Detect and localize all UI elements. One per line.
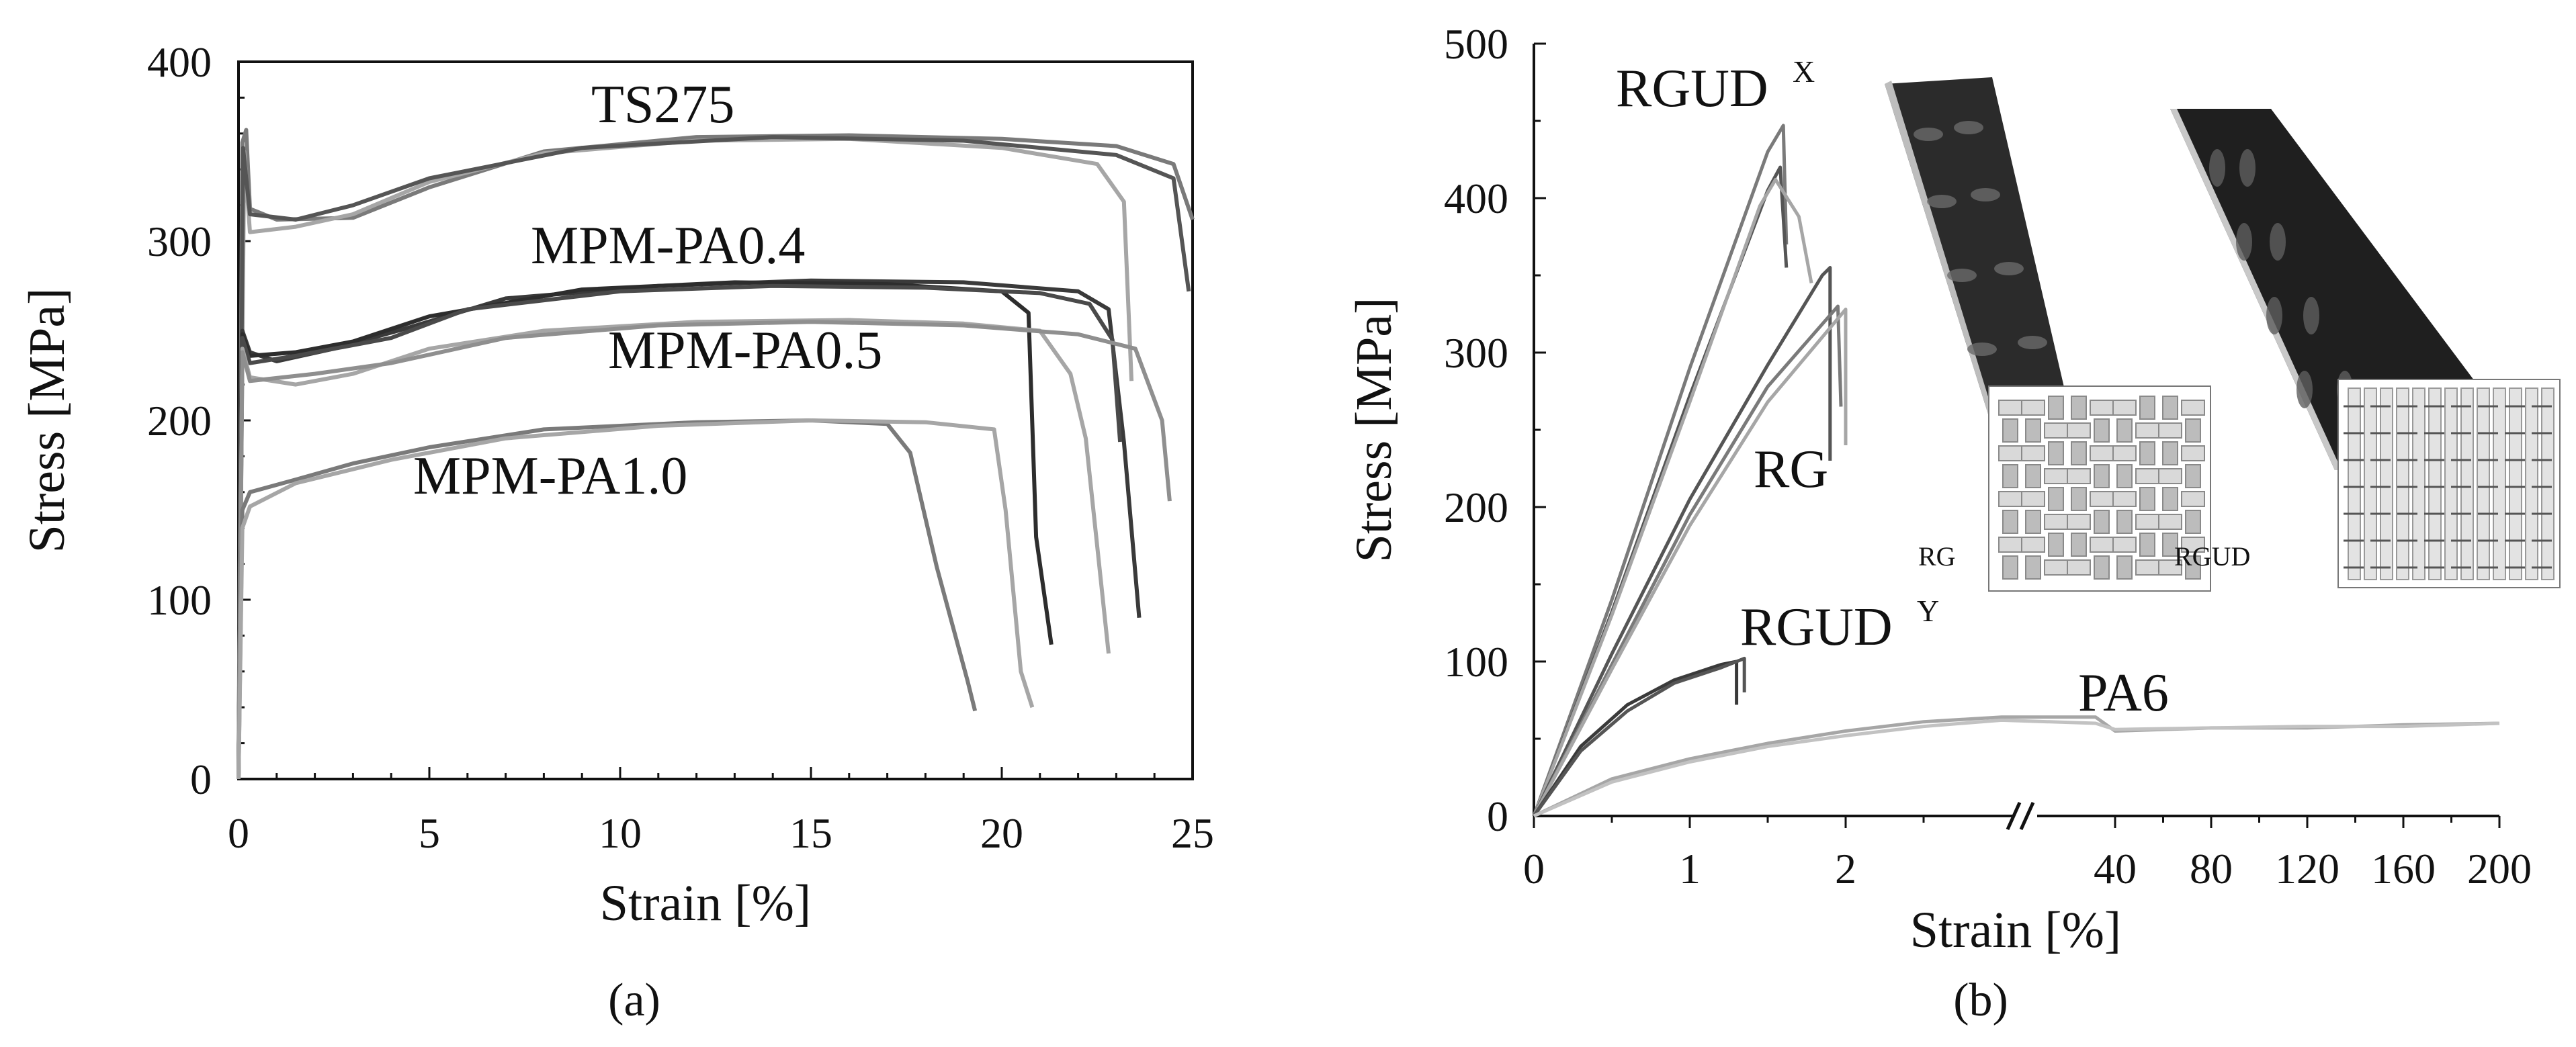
chart-b-y-tick-label: 300	[1444, 329, 1508, 377]
series-line-rg-4	[1532, 304, 1843, 817]
chart-b-y-tick-label: 200	[1444, 484, 1508, 531]
chart-b-x-tick-label: 1	[1679, 845, 1701, 893]
chart-b-ticks	[1533, 42, 2501, 828]
inset-rg-weave-diagram	[1988, 385, 2211, 592]
chart-b-x-tick-label: 2	[1835, 845, 1856, 893]
curve-label-rg: RG	[1754, 440, 1828, 499]
chart-a-y-tick-label: 100	[147, 576, 212, 624]
series-line-rgud-0	[1532, 124, 1789, 817]
chart-a-x-tick-label: 15	[789, 809, 832, 857]
chart-b-y-tick-label: 500	[1444, 20, 1508, 68]
series-line-rgud-2	[1532, 177, 1813, 817]
chart-b-x-axis-label: Strain [%]	[1910, 902, 2121, 958]
chart-a: 0 5 10 15 20 25 0 100 200 300 400 Strain…	[19, 38, 1214, 1026]
series-line-ts275-1	[237, 136, 1134, 780]
inset-label-rgud: RGUD	[2174, 541, 2250, 572]
curve-label-rgud-y: RGUD	[1740, 598, 1893, 657]
series-line-rgud-7	[1532, 656, 1746, 817]
chart-a-x-tick-label: 25	[1171, 809, 1214, 857]
chart-b-series	[1532, 124, 2500, 818]
chart-b-y-tick-label: 0	[1487, 792, 1508, 840]
inset-label-rg: RG	[1918, 541, 1956, 572]
curve-label-rgud-x-superscript: X	[1793, 54, 1815, 89]
panel-label-a: (a)	[608, 974, 660, 1026]
curve-label-mpm-pa0-5: MPM-PA0.5	[608, 321, 882, 380]
chart-b-x-tick-label: 200	[2467, 845, 2532, 893]
chart-a-x-tick-label: 20	[980, 809, 1023, 857]
curve-label-mpm-pa0-4: MPM-PA0.4	[531, 216, 805, 275]
series-line-ts275-2	[237, 135, 1191, 780]
curve-label-pa6: PA6	[2078, 664, 2169, 723]
chart-a-x-tick-label: 10	[599, 809, 642, 857]
series-line-mpm-pa1-0-8	[237, 418, 978, 780]
chart-b-x-tick-label: 0	[1523, 845, 1545, 893]
series-line-pa6-9	[1533, 718, 2500, 818]
curve-label-rgud-x: RGUD	[1616, 59, 1768, 118]
series-line-mpm-pa1-0-9	[237, 418, 1035, 780]
chart-b-y-axis-label: Stress [MPa]	[1346, 298, 1402, 563]
series-line-mpm-pa0-5-6	[237, 318, 1111, 780]
chart-a-y-tick-label: 400	[147, 38, 212, 86]
chart-a-x-tick-label: 5	[419, 809, 440, 857]
chart-a-y-axis-label: Stress [MPa]	[19, 288, 75, 553]
series-line-rg-3	[1532, 266, 1832, 817]
series-line-mpm-pa0-4-4	[237, 280, 1054, 780]
curve-label-rgud-y-superscript: Y	[1917, 594, 1939, 628]
curve-label-mpm-pa1-0: MPM-PA1.0	[413, 447, 687, 506]
series-line-rg-5	[1532, 308, 1848, 817]
chart-b: RG RGUD 0 1 2 40 80 120 160 200 0 100 20…	[1346, 20, 2561, 1026]
series-line-pa6-8	[1533, 715, 2500, 818]
axis-break-mark	[2006, 801, 2022, 831]
chart-b-x-tick-label: 40	[2094, 845, 2137, 893]
series-line-mpm-pa0-5-7	[237, 320, 1172, 780]
chart-a-series	[237, 128, 1195, 780]
series-line-mpm-pa0-4-5	[237, 283, 1123, 780]
chart-a-x-axis-label: Strain [%]	[600, 875, 811, 931]
chart-b-y-tick-label: 100	[1444, 638, 1508, 686]
chart-a-y-tick-label: 0	[190, 756, 212, 803]
chart-b-x-tick-label: 120	[2275, 845, 2339, 893]
chart-b-y-tick-label: 400	[1444, 175, 1508, 222]
chart-b-x-tick-label: 160	[2371, 845, 2436, 893]
chart-a-x-tick-label: 0	[228, 809, 249, 857]
inset-rgud-weave-diagram	[2337, 379, 2561, 588]
chart-b-x-tick-label: 80	[2190, 845, 2233, 893]
chart-a-y-tick-label: 300	[147, 218, 212, 265]
panel-label-b: (b)	[1953, 974, 2008, 1026]
chart-a-y-tick-label: 200	[147, 397, 212, 445]
axis-break-mark	[2019, 801, 2035, 831]
curve-label-ts275: TS275	[591, 75, 734, 134]
